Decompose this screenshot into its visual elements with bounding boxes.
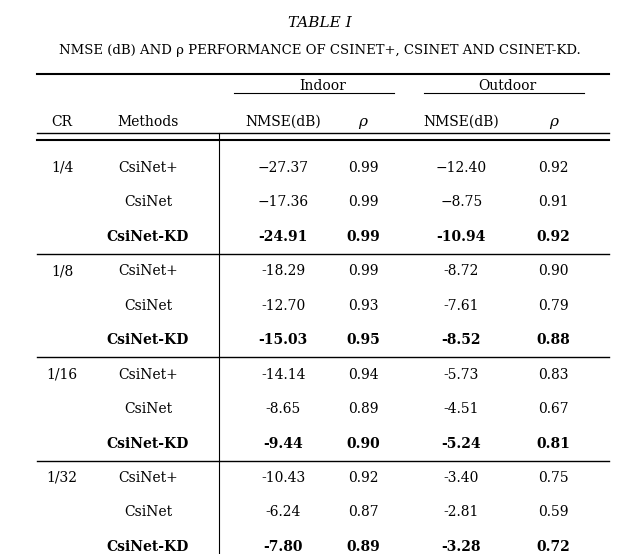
Text: 0.95: 0.95 bbox=[346, 333, 380, 347]
Text: −17.36: −17.36 bbox=[257, 195, 308, 209]
Text: Indoor: Indoor bbox=[300, 79, 346, 93]
Text: CsiNet+: CsiNet+ bbox=[118, 471, 178, 485]
Text: 0.75: 0.75 bbox=[538, 471, 569, 485]
Text: 1/8: 1/8 bbox=[51, 264, 73, 278]
Text: -8.72: -8.72 bbox=[444, 264, 479, 278]
Text: ρ: ρ bbox=[358, 115, 367, 129]
Text: CsiNet-KD: CsiNet-KD bbox=[107, 333, 189, 347]
Text: -10.94: -10.94 bbox=[436, 230, 486, 244]
Text: 0.92: 0.92 bbox=[538, 161, 569, 175]
Text: NMSE(dB): NMSE(dB) bbox=[424, 115, 499, 129]
Text: CsiNet: CsiNet bbox=[124, 505, 172, 520]
Text: Methods: Methods bbox=[117, 115, 179, 129]
Text: CR: CR bbox=[51, 115, 72, 129]
Text: -10.43: -10.43 bbox=[261, 471, 305, 485]
Text: NMSE(dB): NMSE(dB) bbox=[245, 115, 321, 129]
Text: 0.90: 0.90 bbox=[346, 437, 380, 450]
Text: 1/32: 1/32 bbox=[47, 471, 77, 485]
Text: 0.67: 0.67 bbox=[538, 402, 569, 416]
Text: 0.99: 0.99 bbox=[348, 161, 378, 175]
Text: 0.99: 0.99 bbox=[346, 230, 380, 244]
Text: -14.14: -14.14 bbox=[261, 367, 305, 382]
Text: 0.93: 0.93 bbox=[348, 299, 378, 312]
Text: 1/4: 1/4 bbox=[51, 161, 73, 175]
Text: 0.99: 0.99 bbox=[348, 264, 378, 278]
Text: CsiNet: CsiNet bbox=[124, 195, 172, 209]
Text: NMSE (dB) AND ρ PERFORMANCE OF CSINET+, CSINET AND CSINET-KD.: NMSE (dB) AND ρ PERFORMANCE OF CSINET+, … bbox=[59, 44, 581, 57]
Text: 0.87: 0.87 bbox=[348, 505, 378, 520]
Text: -7.80: -7.80 bbox=[264, 540, 303, 554]
Text: -8.52: -8.52 bbox=[442, 333, 481, 347]
Text: 0.89: 0.89 bbox=[346, 540, 380, 554]
Text: -24.91: -24.91 bbox=[259, 230, 308, 244]
Text: -3.40: -3.40 bbox=[444, 471, 479, 485]
Text: ρ: ρ bbox=[549, 115, 558, 129]
Text: -8.65: -8.65 bbox=[266, 402, 301, 416]
Text: Outdoor: Outdoor bbox=[478, 79, 536, 93]
Text: CsiNet-KD: CsiNet-KD bbox=[107, 230, 189, 244]
Text: 0.59: 0.59 bbox=[538, 505, 569, 520]
Text: CsiNet+: CsiNet+ bbox=[118, 367, 178, 382]
Text: 0.92: 0.92 bbox=[348, 471, 378, 485]
Text: 0.83: 0.83 bbox=[538, 367, 569, 382]
Text: -5.73: -5.73 bbox=[444, 367, 479, 382]
Text: -15.03: -15.03 bbox=[259, 333, 308, 347]
Text: 0.89: 0.89 bbox=[348, 402, 378, 416]
Text: -3.28: -3.28 bbox=[442, 540, 481, 554]
Text: 0.94: 0.94 bbox=[348, 367, 378, 382]
Text: 0.79: 0.79 bbox=[538, 299, 569, 312]
Text: -6.24: -6.24 bbox=[266, 505, 301, 520]
Text: CsiNet+: CsiNet+ bbox=[118, 161, 178, 175]
Text: 1/16: 1/16 bbox=[47, 367, 77, 382]
Text: 0.81: 0.81 bbox=[536, 437, 570, 450]
Text: -5.24: -5.24 bbox=[442, 437, 481, 450]
Text: −12.40: −12.40 bbox=[436, 161, 487, 175]
Text: 0.88: 0.88 bbox=[536, 333, 570, 347]
Text: CsiNet: CsiNet bbox=[124, 299, 172, 312]
Text: -7.61: -7.61 bbox=[444, 299, 479, 312]
Text: -12.70: -12.70 bbox=[261, 299, 305, 312]
Text: 0.72: 0.72 bbox=[536, 540, 570, 554]
Text: 0.90: 0.90 bbox=[538, 264, 569, 278]
Text: -2.81: -2.81 bbox=[444, 505, 479, 520]
Text: CsiNet: CsiNet bbox=[124, 402, 172, 416]
Text: 0.92: 0.92 bbox=[536, 230, 570, 244]
Text: −8.75: −8.75 bbox=[440, 195, 483, 209]
Text: CsiNet-KD: CsiNet-KD bbox=[107, 540, 189, 554]
Text: TABLE I: TABLE I bbox=[288, 17, 352, 30]
Text: -4.51: -4.51 bbox=[444, 402, 479, 416]
Text: -18.29: -18.29 bbox=[261, 264, 305, 278]
Text: 0.91: 0.91 bbox=[538, 195, 569, 209]
Text: CsiNet-KD: CsiNet-KD bbox=[107, 437, 189, 450]
Text: -9.44: -9.44 bbox=[263, 437, 303, 450]
Text: −27.37: −27.37 bbox=[257, 161, 308, 175]
Text: CsiNet+: CsiNet+ bbox=[118, 264, 178, 278]
Text: 0.99: 0.99 bbox=[348, 195, 378, 209]
